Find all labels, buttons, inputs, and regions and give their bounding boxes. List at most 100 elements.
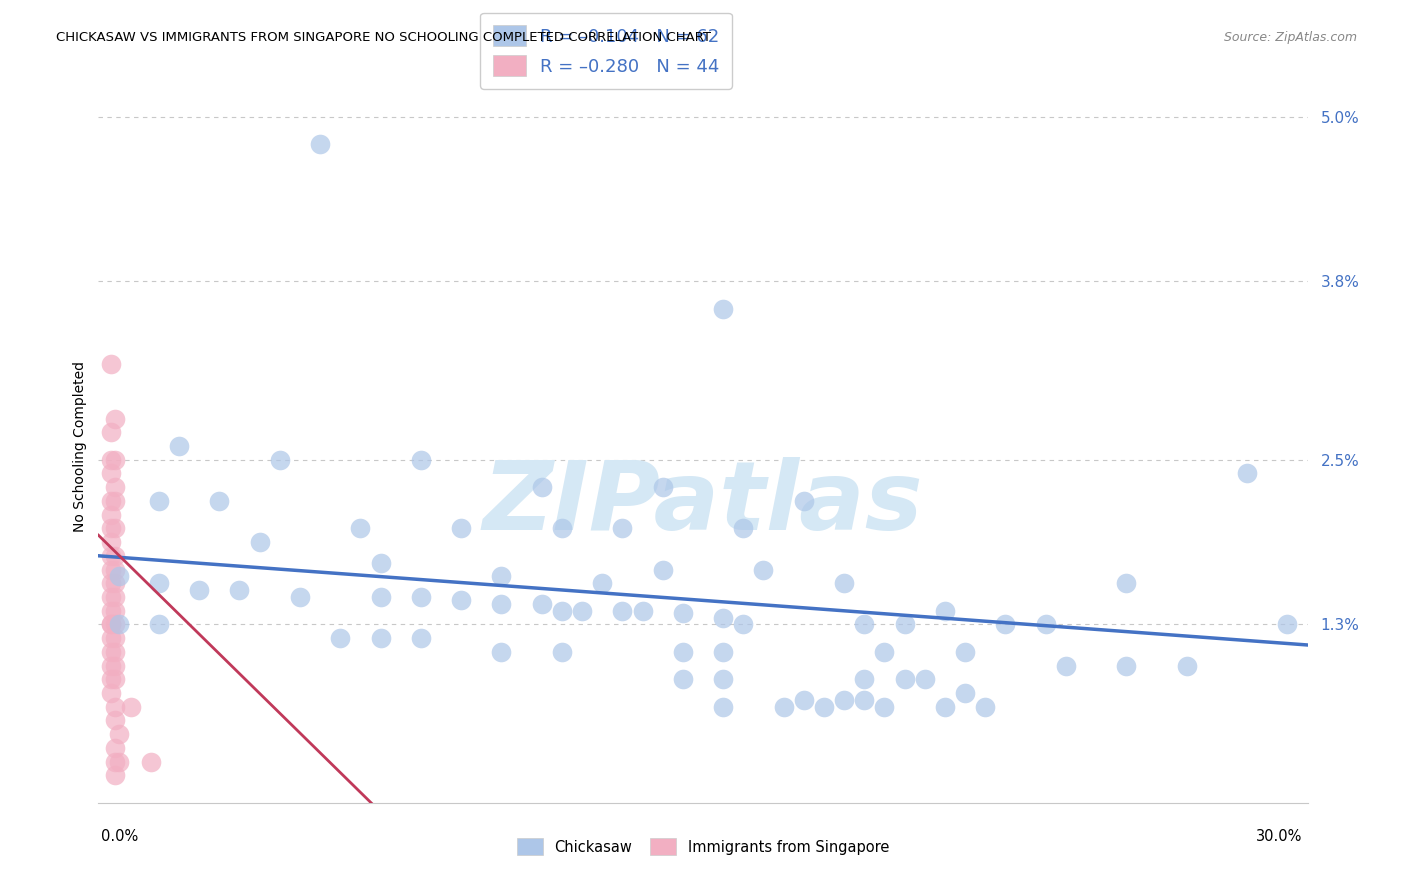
Point: [103, 411, 125, 425]
Point: [711, 699, 734, 714]
Point: [148, 617, 170, 632]
Point: [139, 755, 162, 769]
Point: [100, 658, 122, 673]
Point: [208, 494, 231, 508]
Point: [551, 521, 574, 535]
Point: [631, 604, 654, 618]
Point: [409, 452, 432, 467]
Point: [1175, 658, 1198, 673]
Point: [953, 686, 976, 700]
Point: [309, 137, 332, 152]
Point: [103, 755, 125, 769]
Point: [100, 549, 122, 563]
Point: [188, 583, 211, 598]
Point: [450, 592, 472, 607]
Point: [103, 549, 125, 563]
Point: [100, 521, 122, 535]
Point: [711, 610, 734, 624]
Point: [100, 357, 122, 371]
Point: [100, 508, 122, 522]
Point: [103, 494, 125, 508]
Point: [107, 569, 129, 583]
Point: [672, 645, 695, 659]
Point: [813, 699, 835, 714]
Point: [100, 494, 122, 508]
Point: [103, 699, 125, 714]
Point: [100, 617, 122, 632]
Point: [148, 576, 170, 591]
Point: [491, 597, 513, 611]
Point: [370, 631, 392, 645]
Point: [100, 535, 122, 549]
Point: [288, 590, 311, 604]
Point: [329, 631, 352, 645]
Point: [103, 604, 125, 618]
Point: [591, 576, 613, 591]
Point: [100, 562, 122, 576]
Point: [1054, 658, 1077, 673]
Point: [100, 467, 122, 481]
Point: [100, 645, 122, 659]
Point: [551, 645, 574, 659]
Legend: Chickasaw, Immigrants from Singapore: Chickasaw, Immigrants from Singapore: [509, 831, 897, 863]
Point: [103, 658, 125, 673]
Point: [651, 562, 673, 576]
Point: [893, 673, 915, 687]
Point: [793, 693, 815, 707]
Text: CHICKASAW VS IMMIGRANTS FROM SINGAPORE NO SCHOOLING COMPLETED CORRELATION CHART: CHICKASAW VS IMMIGRANTS FROM SINGAPORE N…: [56, 31, 711, 45]
Text: 0.0%: 0.0%: [101, 830, 138, 844]
Point: [873, 645, 896, 659]
Point: [100, 425, 122, 440]
Y-axis label: No Schooling Completed: No Schooling Completed: [73, 360, 87, 532]
Point: [711, 301, 734, 316]
Point: [409, 590, 432, 604]
Point: [100, 590, 122, 604]
Point: [853, 693, 876, 707]
Point: [103, 480, 125, 494]
Point: [370, 556, 392, 570]
Point: [103, 645, 125, 659]
Point: [711, 645, 734, 659]
Point: [228, 583, 250, 598]
Point: [873, 699, 896, 714]
Point: [103, 562, 125, 576]
Point: [349, 521, 371, 535]
Point: [571, 604, 593, 618]
Point: [672, 607, 695, 621]
Point: [167, 439, 190, 453]
Point: [249, 535, 271, 549]
Point: [103, 714, 125, 728]
Point: [491, 569, 513, 583]
Point: [893, 617, 915, 632]
Point: [103, 590, 125, 604]
Point: [953, 645, 976, 659]
Point: [100, 576, 122, 591]
Point: [1115, 658, 1137, 673]
Point: [1035, 617, 1057, 632]
Text: Source: ZipAtlas.com: Source: ZipAtlas.com: [1223, 31, 1357, 45]
Point: [120, 699, 142, 714]
Point: [934, 699, 956, 714]
Point: [612, 521, 634, 535]
Point: [100, 604, 122, 618]
Point: [148, 494, 170, 508]
Point: [752, 562, 775, 576]
Point: [107, 755, 129, 769]
Point: [103, 740, 125, 755]
Point: [853, 673, 876, 687]
Text: ZIPatlas: ZIPatlas: [482, 457, 924, 549]
Point: [612, 604, 634, 618]
Point: [733, 521, 755, 535]
Legend: R = –0.104   N = 62, R = –0.280   N = 44: R = –0.104 N = 62, R = –0.280 N = 44: [481, 12, 733, 88]
Point: [100, 452, 122, 467]
Point: [672, 673, 695, 687]
Point: [103, 576, 125, 591]
Point: [551, 604, 574, 618]
Point: [269, 452, 291, 467]
Point: [103, 673, 125, 687]
Point: [994, 617, 1017, 632]
Point: [100, 686, 122, 700]
Text: 30.0%: 30.0%: [1256, 830, 1302, 844]
Point: [914, 673, 936, 687]
Point: [409, 631, 432, 645]
